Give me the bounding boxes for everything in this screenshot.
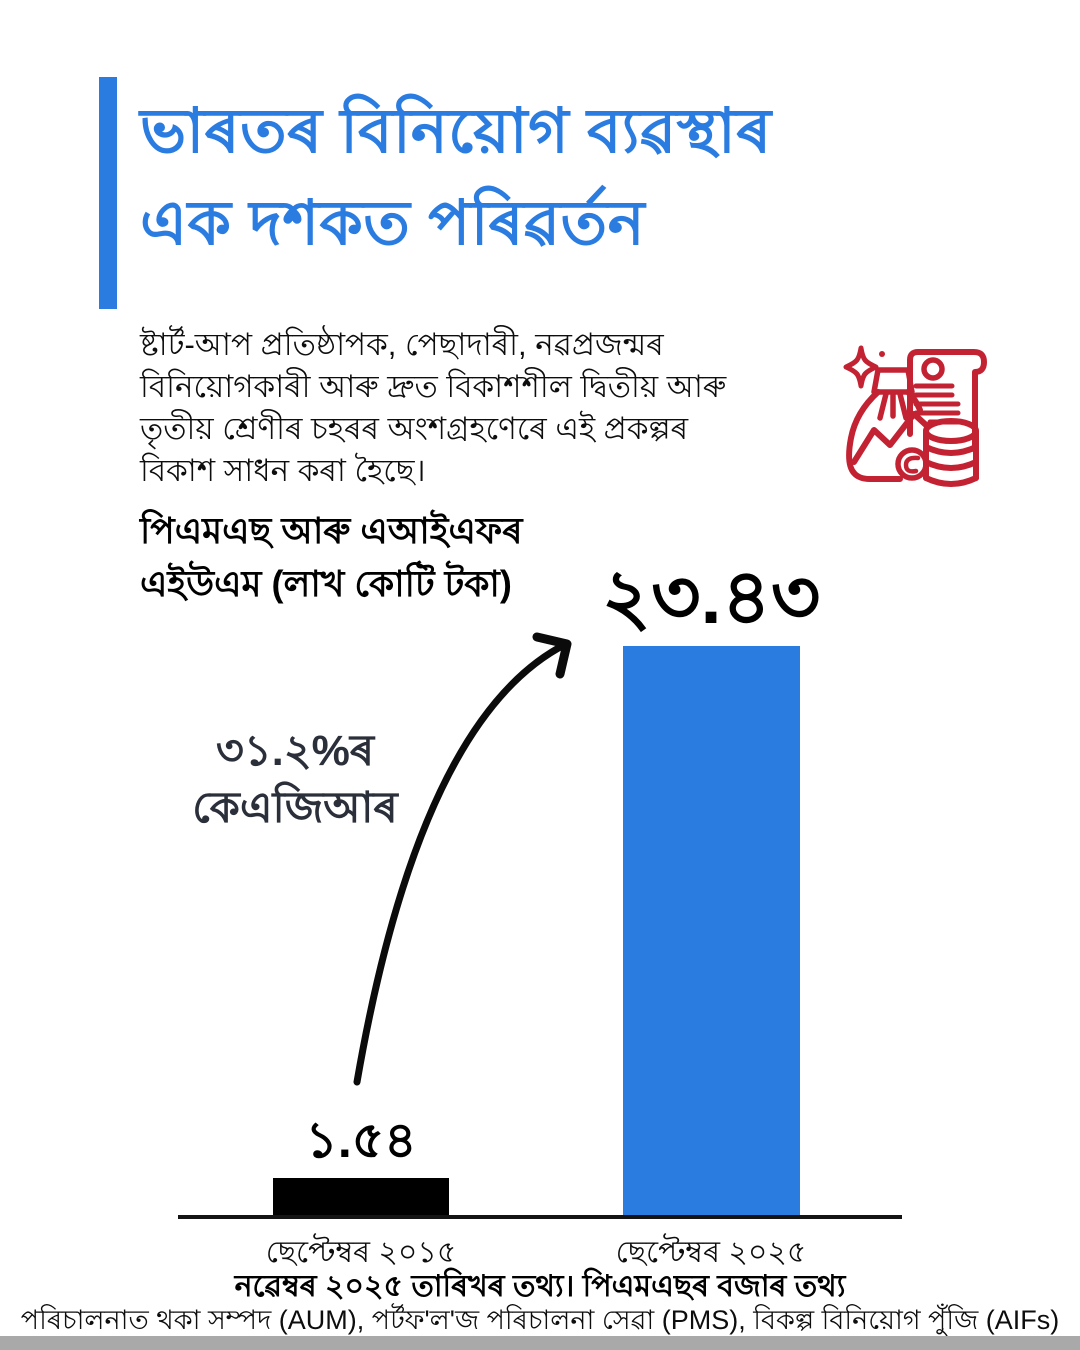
cagr-annotation-line1: ৩১.২%ৰ bbox=[215, 727, 375, 775]
intro-line: বিকাশ সাধন কৰা হৈছে। bbox=[140, 453, 426, 488]
x-axis-label-2025: ছেপ্টেম্বৰ ২০২৫ bbox=[615, 1236, 807, 1269]
intro-line: ষ্টাৰ্ট-আপ প্ৰতিষ্ঠাপক, পেছাদাৰী, নৱপ্ৰজ… bbox=[140, 327, 664, 362]
x-axis-line bbox=[178, 1215, 902, 1219]
bar-value-label-2025: ২৩.৪৩ bbox=[601, 555, 821, 640]
page-title-line2: এক দশকত পৰিৱৰ্তন bbox=[140, 189, 646, 258]
intro-paragraph: ষ্টাৰ্ট-আপ প্ৰতিষ্ঠাপক, পেছাদাৰী, নৱপ্ৰজ… bbox=[140, 324, 860, 492]
footer-definitions-note: পৰিচালনাত থকা সম্পদ (AUM), পৰ্টফ'ল'জ পৰি… bbox=[20, 1305, 1060, 1335]
chart-title-line1: পিএমএছ আৰু এআইএফৰ bbox=[140, 510, 523, 551]
bar-chart: ১.৫৪ ২৩.৪৩ ছেপ্টেম্বৰ ২০১৫ ছেপ্টেম্বৰ ২০… bbox=[178, 540, 902, 1269]
cagr-annotation-line2: কেএজিআৰ bbox=[192, 784, 398, 832]
title-accent-bar bbox=[99, 77, 117, 309]
page-title: ভাৰতৰ বিনিয়োগ ব্যৱস্থাৰ এক দশকত পৰিৱৰ্ত… bbox=[140, 86, 1000, 270]
x-axis-label-2015: ছেপ্টেম্বৰ ২০১৫ bbox=[265, 1236, 457, 1269]
chart-title-line2: এইউএম (লাখ কোটি টকা) bbox=[140, 563, 512, 604]
bar-group-2025: ২৩.৪৩ bbox=[581, 556, 841, 1215]
cagr-annotation: ৩১.২%ৰ কেএজিআৰ bbox=[148, 723, 442, 837]
bar-2025 bbox=[622, 646, 800, 1215]
bar-value-label-2015: ১.৫৪ bbox=[305, 1112, 417, 1168]
investment-money-bag-scroll-coins-icon bbox=[843, 345, 987, 487]
intro-line: বিনিয়োগকাৰী আৰু দ্ৰুত বিকাশশীল দ্বিতীয়… bbox=[140, 369, 727, 404]
bottom-gray-strip bbox=[0, 1336, 1080, 1350]
footer-source-note: নৱেম্বৰ ২০২৫ তাৰিখৰ তথ্য। পিএমএছৰ বজাৰ ত… bbox=[234, 1270, 846, 1303]
page-title-line1: ভাৰতৰ বিনিয়োগ ব্যৱস্থাৰ bbox=[140, 97, 772, 166]
chart-title: পিএমএছ আৰু এআইএফৰ এইউএম (লাখ কোটি টকা) bbox=[140, 504, 700, 610]
bar-group-2015: ১.৫৪ bbox=[231, 1113, 491, 1215]
bar-2015 bbox=[273, 1178, 449, 1215]
intro-line: তৃতীয় শ্ৰেণীৰ চহৰৰ অংশগ্ৰহণেৰে এই প্ৰকল… bbox=[140, 411, 689, 446]
